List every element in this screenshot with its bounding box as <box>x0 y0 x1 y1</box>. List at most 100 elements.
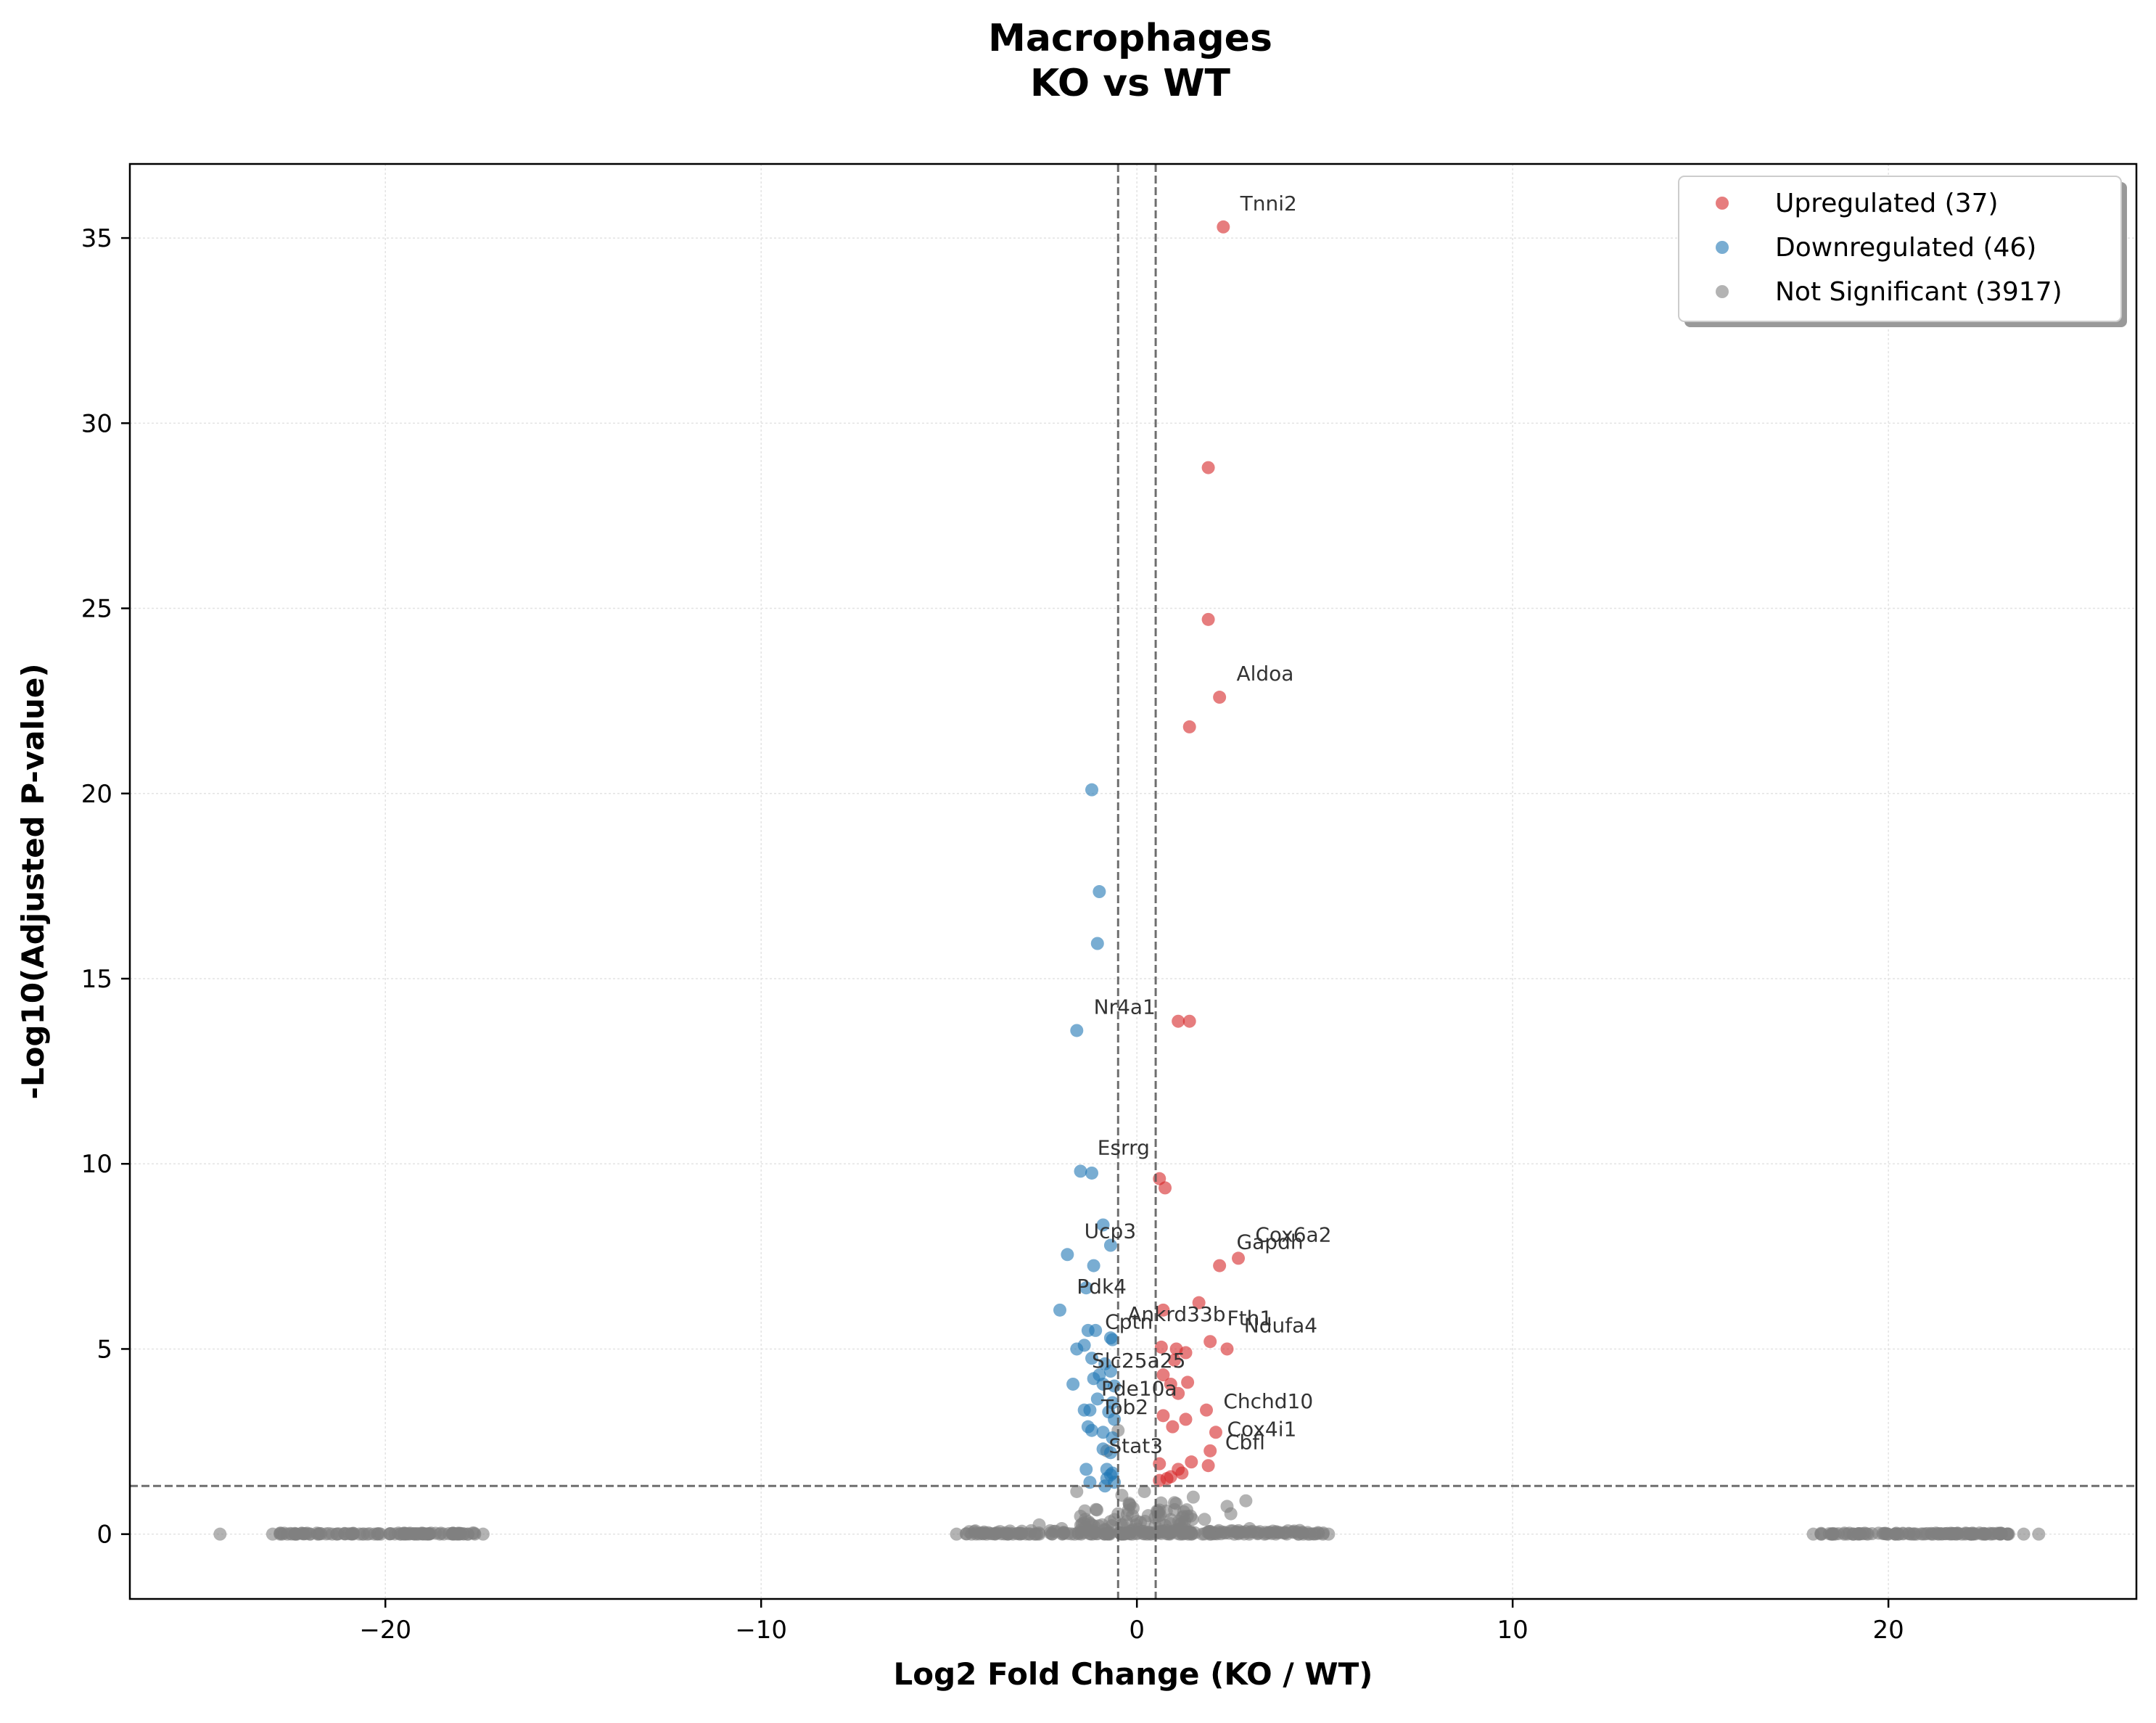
gene-label: Pde10a <box>1101 1376 1177 1400</box>
legend: Upregulated (37) Downregulated (46) Not Si… <box>1678 176 2127 327</box>
legend-marker-ns <box>1716 285 1729 298</box>
data-point-up <box>1213 1259 1227 1272</box>
series-down <box>1053 783 1122 1493</box>
legend-label-ns: Not Significant (3917) <box>1775 277 2062 307</box>
data-point-ns <box>2001 1527 2015 1541</box>
data-point-down <box>1061 1248 1074 1262</box>
data-point-ns <box>1011 1526 1024 1540</box>
data-point-ns <box>1186 1490 1200 1504</box>
data-point-up <box>1201 461 1215 474</box>
x-axis-label: Log2 Fold Change (KO / WT) <box>894 1656 1373 1692</box>
data-point-up <box>1164 1377 1177 1391</box>
data-point-ns <box>979 1527 993 1541</box>
data-point-ns <box>1264 1526 1278 1540</box>
data-point-down <box>1087 1372 1100 1386</box>
data-point-up <box>1182 720 1196 733</box>
data-point-ns <box>342 1527 355 1541</box>
data-point-up <box>1156 1368 1170 1382</box>
data-point-ns <box>1099 1523 1113 1537</box>
y-axis-label: -Log10(Adjusted P-value) <box>15 663 51 1099</box>
data-point-ns <box>1964 1527 1978 1541</box>
data-point-ns <box>1120 1526 1134 1540</box>
data-point-ns <box>1055 1522 1069 1536</box>
gene-label: Nr4a1 <box>1094 995 1156 1019</box>
data-point-ns <box>1070 1484 1084 1498</box>
gene-label: Tnni2 <box>1240 192 1297 215</box>
legend-label-up: Upregulated (37) <box>1775 189 1999 218</box>
x-tick-label: 0 <box>1129 1616 1145 1645</box>
data-point-down <box>1090 937 1104 950</box>
data-point-up <box>1182 1014 1196 1028</box>
data-point-up <box>1192 1296 1206 1309</box>
data-point-down <box>1103 1446 1117 1460</box>
y-tick-label: 5 <box>96 1335 112 1364</box>
data-point-ns <box>1243 1522 1256 1536</box>
data-point-ns <box>1322 1527 1336 1541</box>
data-point-ns <box>1851 1527 1865 1541</box>
chart-title-line: Macrophages <box>988 17 1272 60</box>
data-point-up <box>1217 220 1230 234</box>
data-point-down <box>1103 1468 1117 1481</box>
y-tick-label: 20 <box>81 780 112 809</box>
gene-label: Cox6a2 <box>1255 1222 1331 1246</box>
data-point-ns <box>1198 1513 1211 1526</box>
data-point-down <box>1106 1333 1119 1346</box>
data-point-down <box>1079 1281 1093 1295</box>
data-point-ns <box>1185 1527 1198 1541</box>
data-point-ns <box>1825 1527 1839 1541</box>
gene-label: Ndufa4 <box>1244 1313 1317 1337</box>
data-point-ns <box>1231 1526 1245 1540</box>
data-point-ns <box>1032 1518 1046 1531</box>
data-point-down <box>1083 1403 1097 1417</box>
data-point-down <box>1090 1392 1104 1406</box>
data-point-ns <box>1916 1527 1930 1541</box>
data-point-ns <box>461 1527 475 1541</box>
data-point-up <box>1201 612 1215 626</box>
gene-label: Cptn <box>1105 1309 1153 1333</box>
data-point-ns <box>2032 1527 2046 1541</box>
legend-marker-up <box>1716 197 1729 210</box>
data-point-ns <box>1291 1527 1305 1541</box>
threshold-lines <box>130 164 2136 1599</box>
data-point-ns <box>1167 1496 1181 1510</box>
data-point-down <box>1085 1423 1099 1437</box>
y-tick-label: 15 <box>81 965 112 994</box>
data-point-down <box>1085 1352 1099 1365</box>
data-point-up <box>1220 1342 1234 1356</box>
data-point-up <box>1185 1455 1198 1469</box>
data-point-ns <box>1978 1527 1991 1541</box>
data-point-up <box>1201 1459 1215 1473</box>
data-point-ns <box>1277 1526 1291 1540</box>
x-tick-label: 20 <box>1873 1616 1904 1645</box>
data-point-down <box>1087 1259 1100 1272</box>
y-tick-label: 10 <box>81 1150 112 1179</box>
legend-marker-down <box>1716 241 1729 254</box>
gene-label: Chchd10 <box>1223 1389 1313 1413</box>
gene-label: Esrrg <box>1098 1135 1150 1159</box>
data-point-ns <box>950 1527 963 1541</box>
data-point-ns <box>1224 1507 1238 1521</box>
y-tick-label: 25 <box>81 595 112 624</box>
data-point-down <box>1074 1164 1087 1178</box>
data-point-down <box>1085 783 1099 797</box>
plot-frame <box>128 163 2138 1600</box>
series-up <box>1153 220 1246 1487</box>
gene-label: Fth1 <box>1227 1306 1272 1330</box>
gene-label: Aldoa <box>1236 662 1293 686</box>
data-point-ns <box>451 1526 465 1540</box>
data-point-ns <box>1806 1527 1820 1541</box>
data-point-up <box>1156 1303 1170 1317</box>
data-point-up <box>1204 1335 1217 1349</box>
data-point-ns <box>290 1527 304 1541</box>
axis-ticks: −20 −10 0 10 20 0 5 10 15 20 25 30 35 <box>81 224 1904 1645</box>
gene-label: Ankrd33b <box>1127 1302 1225 1326</box>
data-point-down <box>1085 1166 1099 1180</box>
gene-label: Stat3 <box>1108 1434 1163 1457</box>
data-point-up <box>1169 1342 1183 1356</box>
x-tick-label: 10 <box>1497 1616 1528 1645</box>
data-point-down <box>1089 1323 1103 1337</box>
data-point-ns <box>1085 1518 1099 1531</box>
data-point-ns <box>1861 1527 1875 1541</box>
legend-box <box>1678 176 2122 322</box>
